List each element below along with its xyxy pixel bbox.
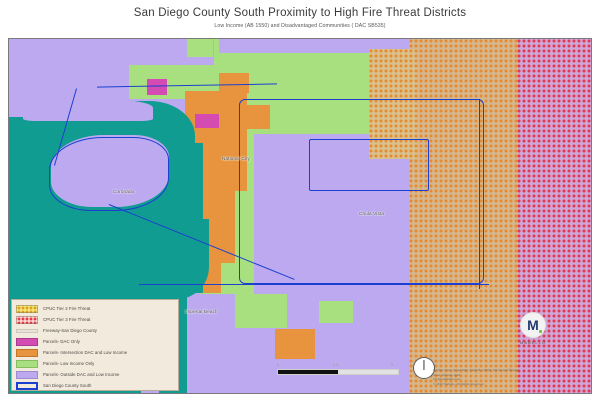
region-intersection-east (275, 329, 315, 359)
scalebar-tick-0: 0 (277, 362, 280, 367)
region-outside-northeast (219, 39, 414, 53)
legend-item-intersection: Parcels- Intersection DAC and Low Income (16, 347, 174, 358)
legend: CPUC Tier 2 Fire Threat CPUC Tier 3 Fire… (11, 299, 179, 391)
scalebar-bar (277, 369, 399, 375)
region-low-income-f (319, 301, 353, 323)
boundary-county-south-east (479, 99, 480, 289)
logo-mark-icon: M (520, 312, 546, 338)
map-label-imperial-beach: Imperial Beach (185, 309, 218, 314)
boundary-county-south-main (239, 99, 484, 284)
legend-swatch-tier3-icon (16, 315, 38, 324)
legend-label: CPUC Tier 2 Fire Threat (43, 306, 91, 311)
legend-swatch-freeway-icon (16, 328, 38, 333)
region-low-income-a (187, 39, 213, 57)
legend-swatch-dac-icon (16, 337, 38, 346)
legend-item-tier3: CPUC Tier 3 Fire Threat (16, 314, 174, 325)
legend-item-low-income: Parcels- Low Income Only (16, 358, 174, 369)
scalebar: 0 2.5 5 (277, 362, 399, 375)
region-low-income-e (235, 294, 287, 328)
boundary-county-south-stepped (309, 139, 429, 191)
region-intersection-spur (246, 105, 270, 129)
legend-item-freeway: Freeway-San Diego County (16, 325, 174, 336)
legend-label: Freeway-San Diego County (43, 328, 97, 333)
map-label-chula-vista: Chula Vista (359, 211, 385, 216)
map-frame[interactable]: Coronado National City Chula Vista Imper… (8, 38, 592, 394)
legend-label: San Diego County South (43, 383, 92, 388)
legend-item-outside: Parcels- Outside DAC and Low Income (16, 369, 174, 380)
logo-accent-dot-icon (539, 330, 542, 333)
scalebar-segment-empty (338, 370, 398, 374)
legend-swatch-county-icon (16, 381, 38, 390)
scalebar-tick-max: 5 (391, 362, 394, 367)
map-canvas[interactable]: Coronado National City Chula Vista Imper… (9, 39, 591, 393)
map-label-coronado: Coronado (113, 189, 135, 194)
boundary-county-south-lower (139, 284, 489, 285)
region-point-loma (23, 99, 153, 121)
compass-needle-icon (423, 360, 425, 370)
legend-label: Parcels- Low Income Only (43, 361, 95, 366)
credits-block: Credits: Open Street Map, SanGIS, USGS, … (433, 368, 583, 387)
legend-label: CPUC Tier 3 Fire Threat (43, 317, 91, 322)
credits-line: info@maabello.com (433, 377, 461, 382)
legend-swatch-intersection-icon (16, 348, 38, 357)
credits-line: cities, citizens, igis4 (433, 372, 461, 377)
scalebar-tick-mid: 2.5 (333, 362, 339, 367)
legend-item-dac-only: Parcels- DAC Only (16, 336, 174, 347)
title-block: San Diego County South Proximity to High… (0, 0, 600, 38)
logo-letter: M (527, 317, 539, 333)
region-intersection-far-north (219, 73, 249, 93)
water-bay-south (129, 219, 209, 299)
legend-item-tier2: CPUC Tier 2 Fire Threat (16, 303, 174, 314)
scalebar-labels: 0 2.5 5 (277, 362, 399, 369)
legend-swatch-tier2-icon (16, 304, 38, 313)
brand-logo: M MABELLO (507, 312, 559, 345)
legend-label: Parcels- DAC Only (43, 339, 80, 344)
region-dac-only-a (147, 79, 167, 95)
logo-wordmark: MABELLO (520, 340, 546, 345)
page-subtitle: Low Income (AB 1550) and Disadvantaged C… (214, 23, 386, 29)
boundary-county-south-bay (49, 137, 169, 211)
legend-label: Parcels- Intersection DAC and Low Income (43, 350, 128, 355)
north-arrow-icon (413, 357, 435, 379)
credits-line: © 2020 Mabello, All Rights Reserved (433, 382, 484, 387)
overlay-cpuc-tier2-west-lobe (369, 49, 417, 159)
region-dac-only-b (195, 114, 219, 128)
credits-line: Credits: Open Street Map, SanGIS, USGS, … (433, 367, 521, 372)
map-label-national-city: National City (222, 156, 250, 161)
legend-label: Parcels- Outside DAC and Low Income (43, 372, 120, 377)
legend-item-county-south: San Diego County South (16, 380, 174, 391)
scalebar-segment-filled (278, 370, 338, 374)
legend-swatch-low-income-icon (16, 359, 38, 368)
legend-swatch-outside-icon (16, 370, 38, 379)
page-title: San Diego County South Proximity to High… (133, 7, 467, 19)
